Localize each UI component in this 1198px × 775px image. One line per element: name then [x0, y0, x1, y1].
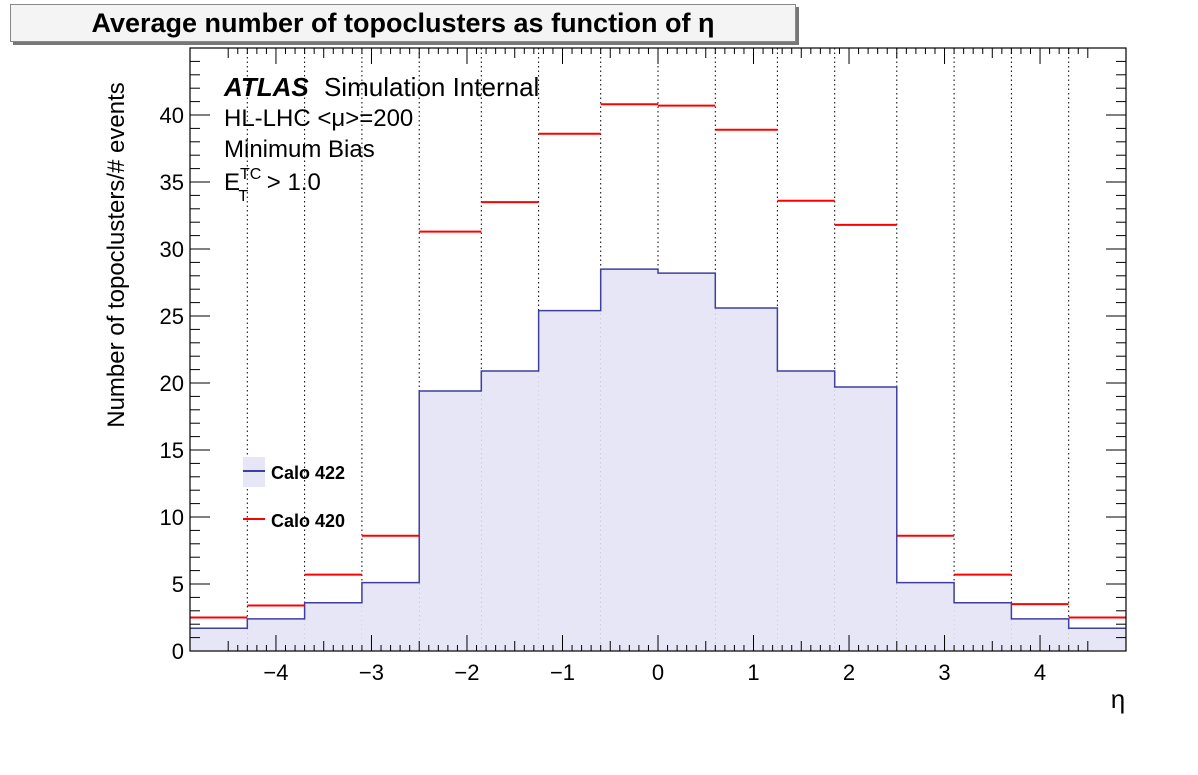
- histogram-bar: [1068, 628, 1126, 651]
- x-tick-label: −3: [359, 660, 384, 685]
- y-tick-label: 35: [160, 170, 184, 195]
- svg-text:ATLAS Simulation Interna: ATLAS Simulation Internal: [223, 72, 539, 102]
- x-tick-label: −4: [263, 660, 288, 685]
- histogram-bar: [658, 273, 716, 651]
- histogram-bar: [715, 307, 778, 651]
- histogram-bar: [600, 269, 658, 651]
- legend: Calo 422 Calo 420: [243, 457, 345, 531]
- x-tick-label: 3: [938, 660, 950, 685]
- chart-title: Average number of topoclusters as functi…: [10, 4, 796, 42]
- histogram-bar: [954, 602, 1012, 651]
- x-axis-label: η: [1111, 684, 1125, 714]
- x-axis-ticks: −4 −3 −2 −1 0 1 2 3 4: [227, 48, 1089, 685]
- y-tick-label: 20: [160, 371, 184, 396]
- minimum-bias-label: Minimum Bias: [224, 136, 375, 163]
- y-tick-label: 15: [160, 438, 184, 463]
- pileup-label: HL-LHC <μ>=200: [224, 105, 413, 132]
- histogram-bar: [304, 602, 362, 651]
- y-tick-label: 0: [172, 639, 184, 664]
- atlas-label: ATLAS: [223, 72, 309, 102]
- y-tick-label: 5: [172, 572, 184, 597]
- atlas-annotation: ATLAS Simulation Internal HL-LHC <μ>=200…: [223, 72, 539, 205]
- legend-item-calo-420: Calo 420: [243, 511, 345, 531]
- histogram-bar: [419, 391, 482, 651]
- x-tick-label: 2: [843, 660, 855, 685]
- histogram-bar: [538, 310, 601, 651]
- histogram-outline: [190, 268, 1126, 629]
- y-tick-label: 10: [160, 505, 184, 530]
- y-axis-label: Number of topoclusters/# events: [103, 82, 130, 428]
- x-tick-label: 4: [1034, 660, 1046, 685]
- histogram-bar: [190, 628, 248, 651]
- legend-label-calo-420: Calo 420: [271, 511, 345, 531]
- simulation-internal-label: Simulation Internal: [324, 72, 539, 102]
- calo-422-histogram: [190, 268, 1126, 651]
- histogram-bar: [834, 387, 897, 651]
- legend-label-calo-422: Calo 422: [271, 463, 345, 483]
- et-cut-label: ETC T > 1.0: [224, 166, 321, 205]
- x-tick-label: −1: [550, 660, 575, 685]
- histogram-bar: [896, 582, 955, 651]
- histogram-bar: [777, 370, 835, 651]
- y-axis-ticks: 0 5 10 15 20 25 30 35 40: [160, 60, 1126, 664]
- histogram-bar: [361, 582, 420, 651]
- x-tick-label: 0: [652, 660, 664, 685]
- x-tick-label: −2: [454, 660, 479, 685]
- y-tick-label: 30: [160, 237, 184, 262]
- histogram-bar: [481, 370, 539, 651]
- legend-item-calo-422: Calo 422: [243, 457, 345, 487]
- calo-420-markers: [190, 103, 1126, 619]
- x-tick-label: 1: [747, 660, 759, 685]
- y-tick-label: 40: [160, 103, 184, 128]
- y-tick-label: 25: [160, 304, 184, 329]
